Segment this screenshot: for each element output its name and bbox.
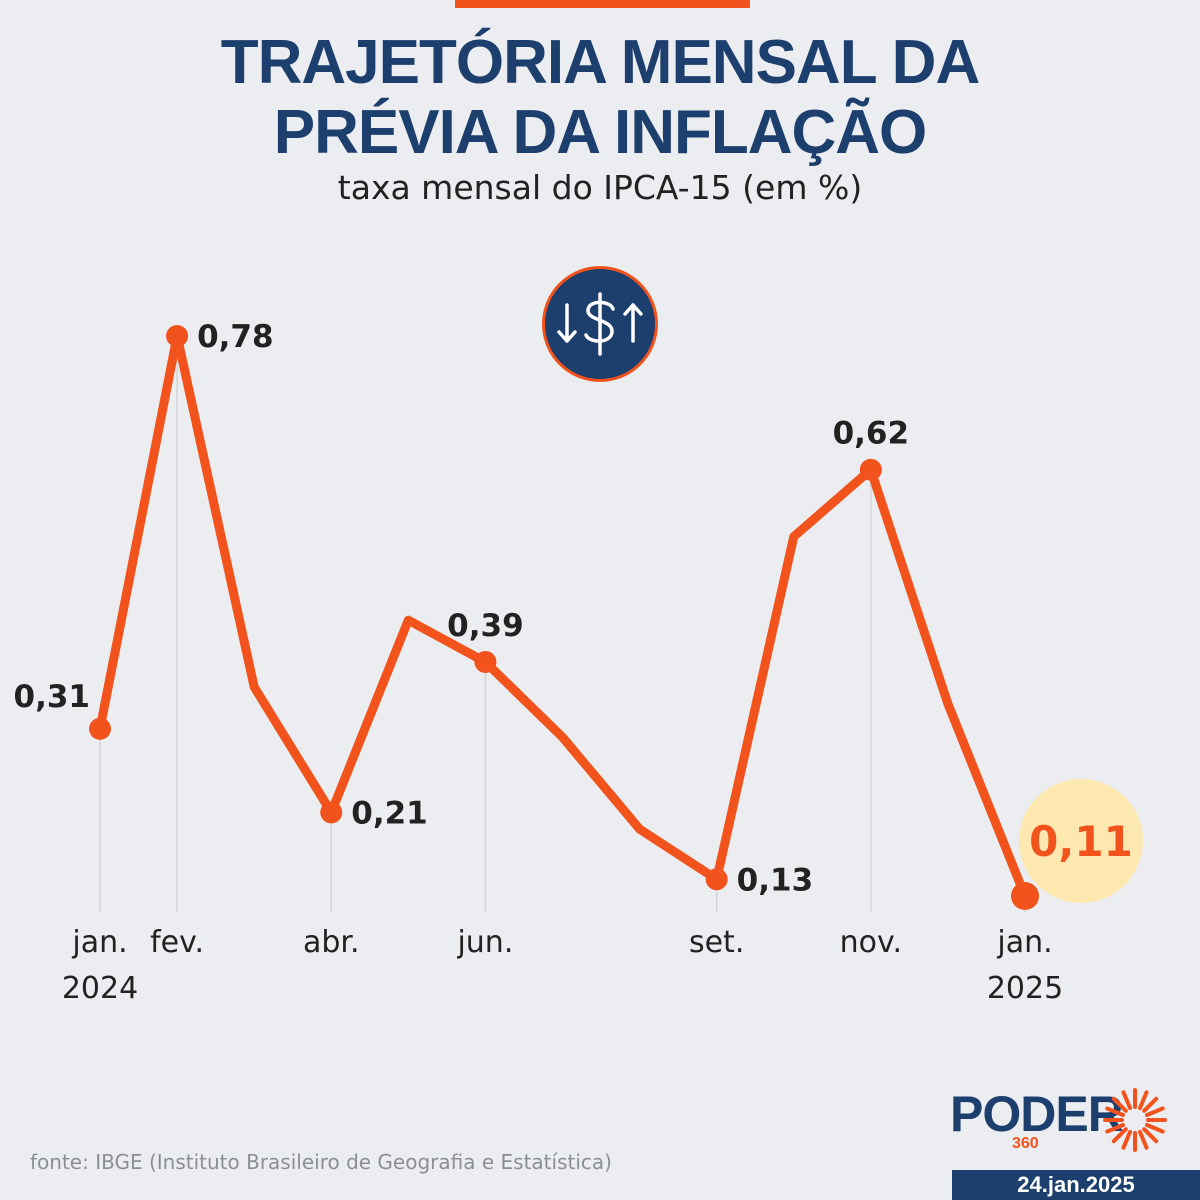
x-tick-label: nov. [840, 925, 902, 960]
x-tick-label: jan. [996, 925, 1052, 960]
data-point [320, 801, 343, 824]
x-tick-year: 2024 [62, 971, 138, 1006]
x-tick-label: jun. [456, 925, 513, 960]
data-label: 0,39 [447, 608, 524, 644]
chart-title: TRAJETÓRIA MENSAL DA PRÉVIA DA INFLAÇÃO [0, 28, 1200, 168]
x-tick-label: abr. [303, 925, 360, 960]
data-label: 0,78 [197, 319, 273, 355]
data-point [705, 868, 728, 891]
chart-title-line1: TRAJETÓRIA MENSAL DA [220, 28, 980, 97]
data-label: 0,13 [737, 862, 814, 898]
data-point [474, 650, 497, 673]
x-tick-label: fev. [150, 925, 204, 960]
data-point [89, 717, 111, 740]
x-tick-label: set. [689, 925, 744, 960]
top-accent-bar [455, 0, 750, 8]
data-labels: 0,31 0,78 0,21 0,39 0,13 0,62 0,11 [14, 319, 1133, 898]
logo-subtext: 360 [1012, 1135, 1039, 1152]
x-tick-year: 2025 [987, 971, 1063, 1006]
x-tick-label: jan. [71, 925, 127, 960]
x-axis-ticks: jan. 2024 fev. abr. jun. set. nov. jan. 2025 [62, 925, 1063, 1006]
data-points [89, 325, 1039, 910]
data-point [859, 458, 882, 481]
grid-lines [99, 336, 1026, 912]
publish-date: 24.jan.2025 [952, 1170, 1200, 1200]
highlight-circle [1019, 779, 1143, 903]
data-point [1011, 882, 1039, 910]
sun-rays-icon [1103, 1088, 1167, 1152]
source-note: fonte: IBGE (Instituto Brasileiro de Geo… [30, 1150, 612, 1174]
poder360-logo: PODER 360 [950, 1085, 1180, 1165]
data-label: 0,11 [1029, 817, 1133, 866]
currency-up-down-icon [542, 266, 658, 382]
data-label: 0,21 [351, 795, 428, 831]
chart-subtitle: taxa mensal do IPCA-15 (em %) [337, 168, 863, 207]
chart-title-line2: PRÉVIA DA INFLAÇÃO [273, 98, 928, 167]
data-label: 0,31 [14, 679, 91, 715]
highlight-layer [1019, 779, 1143, 903]
logo-wordmark: PODER [950, 1086, 1124, 1142]
data-point [166, 325, 189, 347]
data-label: 0,62 [833, 416, 910, 452]
